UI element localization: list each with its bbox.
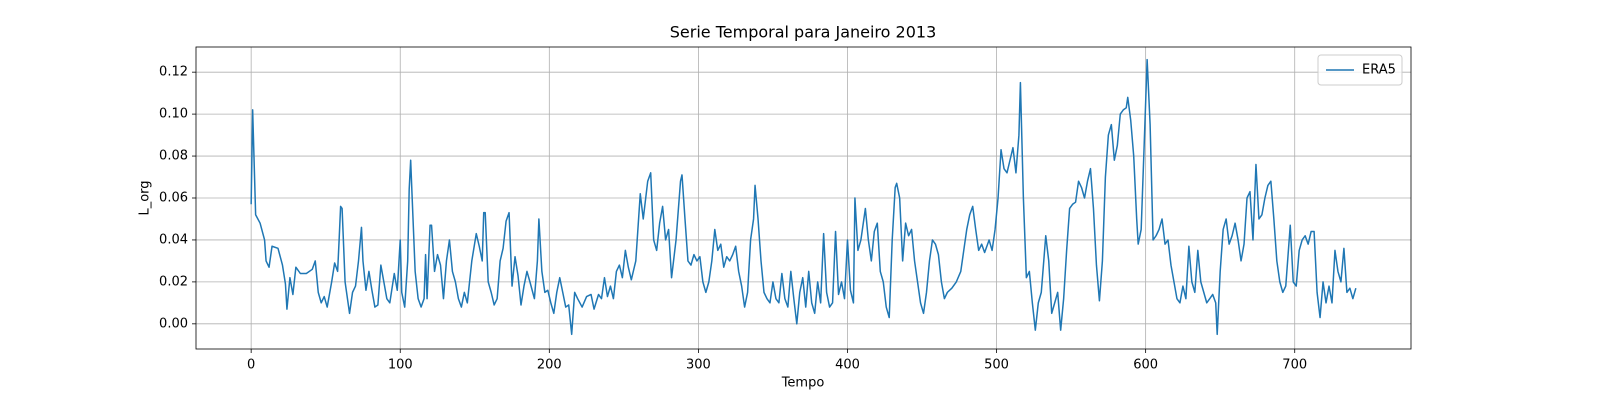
x-tick-label: 100 <box>388 358 413 373</box>
y-tick-label: 0.08 <box>159 149 188 164</box>
axes-frame <box>195 46 1412 350</box>
x-tick-label: 700 <box>1282 358 1307 373</box>
x-tick-label: 500 <box>984 358 1009 373</box>
chart-title: Serie Temporal para Janeiro 2013 <box>670 23 937 42</box>
x-tick-label: 300 <box>686 358 711 373</box>
x-tick-label: 0 <box>247 358 255 373</box>
x-axis-label: Tempo <box>781 376 825 391</box>
x-tick-label: 600 <box>1133 358 1158 373</box>
x-tick-label: 200 <box>537 358 562 373</box>
y-tick-label: 0.04 <box>159 232 188 247</box>
legend-label: ERA5 <box>1362 63 1396 78</box>
y-tick-label: 0.02 <box>159 274 188 289</box>
legend-box <box>1317 54 1403 86</box>
y-axis-label: L_org <box>138 180 153 215</box>
y-tick-label: 0.00 <box>159 316 188 331</box>
series-line <box>250 58 1357 336</box>
y-tick-label: 0.12 <box>159 65 188 80</box>
y-tick-label: 0.06 <box>159 191 188 206</box>
legend: ERA5 <box>1317 54 1403 86</box>
y-tick-label: 0.10 <box>159 107 188 122</box>
x-tick-label: 400 <box>835 358 860 373</box>
